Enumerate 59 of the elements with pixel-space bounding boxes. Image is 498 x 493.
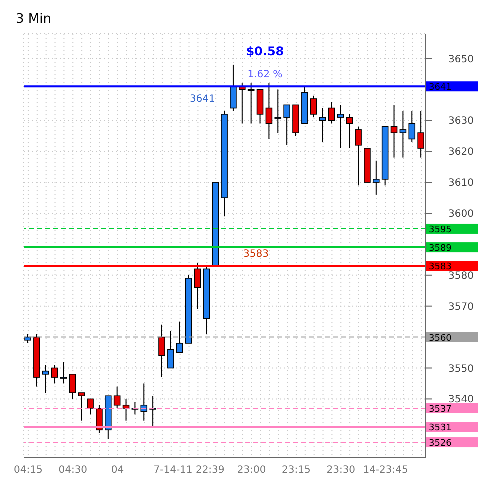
candlestick xyxy=(24,334,32,344)
ref-line-label: 3537 xyxy=(429,404,452,415)
candlestick xyxy=(310,95,318,118)
y-tick-label: 3620 xyxy=(448,147,474,158)
x-tick-label: 7-14-11 22:39 xyxy=(154,465,225,476)
annotation: 3641 xyxy=(190,94,216,106)
candlestick xyxy=(78,392,85,422)
candlestick xyxy=(230,64,237,112)
candlestick xyxy=(337,104,344,150)
candlestick xyxy=(168,330,174,369)
candlestick xyxy=(176,321,184,354)
y-tick-label: 3610 xyxy=(448,178,474,190)
x-tick-label: 23:15 xyxy=(282,465,311,476)
y-tick-label: 3600 xyxy=(448,209,474,220)
y-tick-label: 3550 xyxy=(448,364,474,375)
candlestick xyxy=(266,83,273,140)
candlestick xyxy=(328,102,336,124)
candlestick xyxy=(194,262,202,310)
candlestick xyxy=(346,114,353,150)
candlestick xyxy=(42,364,50,394)
y-tick-label: 3580 xyxy=(448,270,474,282)
candlestick xyxy=(274,89,282,134)
candlestick xyxy=(390,104,398,158)
candlestick xyxy=(400,110,407,158)
ref-line-label: 3560 xyxy=(429,334,452,344)
x-tick-label: 04:15 xyxy=(14,465,43,476)
candlestick xyxy=(51,364,58,384)
candlestick xyxy=(60,362,68,384)
annotation: $0.58 xyxy=(246,44,284,59)
x-tick-label: 04 xyxy=(111,465,124,476)
candlestick xyxy=(96,404,103,434)
candlestick xyxy=(319,108,326,143)
candlestick xyxy=(69,374,76,400)
chart-title: 3 Min xyxy=(16,12,52,27)
y-tick-label: 3540 xyxy=(448,394,474,406)
ref-line-label: 3583 xyxy=(429,262,452,273)
y-tick-label: 3630 xyxy=(448,116,474,128)
candlestick xyxy=(373,160,380,196)
candlestick xyxy=(87,398,94,416)
annotation: 3583 xyxy=(244,248,269,260)
candlestick xyxy=(284,104,290,146)
x-tick-label: 23:00 xyxy=(237,465,266,476)
ref-line-label: 3589 xyxy=(429,244,452,254)
y-tick-label: 3650 xyxy=(448,54,474,66)
ref-line-label: 3641 xyxy=(429,83,452,94)
candlestick xyxy=(114,386,121,409)
annotation: 1.62 % xyxy=(248,69,283,80)
x-tick-label: 14-23:45 xyxy=(363,465,408,476)
ref-line-label: 3595 xyxy=(429,225,452,236)
candlestick xyxy=(408,110,416,143)
candlestick xyxy=(140,383,148,422)
ref-line-label: 3531 xyxy=(429,424,452,434)
candlestick xyxy=(418,110,424,158)
candlestick xyxy=(158,324,166,378)
x-tick-label: 23:30 xyxy=(326,465,356,476)
ref-line-label: 3526 xyxy=(429,439,452,450)
y-tick-label: 3570 xyxy=(448,302,474,313)
x-tick-label: 04:30 xyxy=(58,465,88,476)
candlestick xyxy=(355,126,362,186)
